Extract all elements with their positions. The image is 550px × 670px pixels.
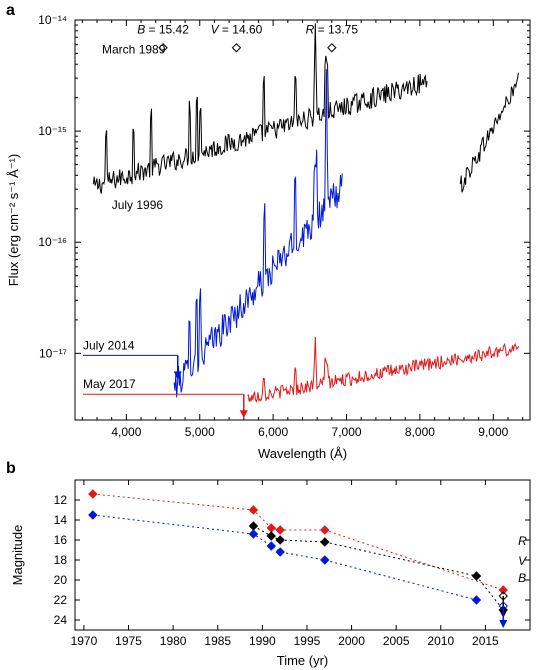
svg-text:5,000: 5,000 (185, 425, 215, 439)
svg-text:8,000: 8,000 (405, 425, 435, 439)
svg-text:9,000: 9,000 (478, 425, 508, 439)
svg-text:6,000: 6,000 (258, 425, 288, 439)
mag-point-V (321, 538, 329, 546)
svg-text:10⁻¹⁴: 10⁻¹⁴ (38, 13, 67, 27)
mag-point-B (89, 511, 97, 519)
legend-R: R (518, 534, 527, 548)
svg-text:Flux (erg cm⁻² s⁻¹ Å⁻¹): Flux (erg cm⁻² s⁻¹ Å⁻¹) (6, 154, 21, 287)
svg-text:2010: 2010 (427, 634, 454, 648)
svg-text:1995: 1995 (294, 634, 321, 648)
mag-point-B (321, 556, 329, 564)
legend-B: B (518, 571, 526, 585)
flux-spectrum-chart: 4,000 5,000 6,000 7,000 8,000 9,000 10⁻¹⁷ 10⁻¹⁶… (0, 0, 550, 465)
svg-text:2000: 2000 (338, 634, 365, 648)
mag-point-R (89, 490, 97, 498)
mag-point-B (276, 548, 284, 556)
svg-text:4,000: 4,000 (111, 425, 141, 439)
mag_V-label: V = 14.60 (211, 22, 263, 36)
mag-point-V (472, 572, 480, 580)
label-july1996: July 1996 (112, 198, 164, 212)
mag-point-B (472, 596, 480, 604)
svg-text:1970: 1970 (71, 634, 98, 648)
mag-series-B (93, 515, 477, 600)
svg-text:12: 12 (54, 493, 68, 507)
label-july2014: July 2014 (83, 338, 135, 352)
svg-text:20: 20 (54, 573, 68, 587)
mag-point-V (267, 532, 275, 540)
mag_V-marker (232, 44, 240, 52)
svg-text:14: 14 (54, 513, 68, 527)
svg-text:1975: 1975 (115, 634, 142, 648)
mag-point-V (249, 522, 257, 530)
spectrum-july1996 (460, 73, 518, 193)
magnitude-time-chart: 1970 1975 1980 1985 1990 1995 2000 2005 2010 2015… (0, 465, 550, 670)
svg-text:Time (yr): Time (yr) (277, 653, 329, 668)
mag-point-B (267, 542, 275, 550)
svg-text:16: 16 (54, 533, 68, 547)
mag_R-label: R = 13.75 (306, 22, 359, 36)
mag-point-R (267, 524, 275, 532)
svg-text:Magnitude: Magnitude (10, 525, 25, 586)
svg-text:1980: 1980 (160, 634, 187, 648)
mag-point-V (276, 536, 284, 544)
mag-point-R (499, 586, 507, 594)
label-may2017: May 2017 (83, 377, 136, 391)
label-march1989: March 1989 (102, 42, 166, 56)
svg-text:1985: 1985 (204, 634, 231, 648)
svg-text:10⁻¹⁶: 10⁻¹⁶ (38, 235, 67, 249)
svg-text:2015: 2015 (472, 634, 499, 648)
mag-point-R (276, 526, 284, 534)
svg-text:1990: 1990 (249, 634, 276, 648)
mag_B-label: B = 15.42 (137, 22, 189, 36)
mag-point-R (321, 526, 329, 534)
svg-text:10⁻¹⁵: 10⁻¹⁵ (38, 124, 67, 138)
svg-text:7,000: 7,000 (332, 425, 362, 439)
mag_R-marker (328, 44, 336, 52)
svg-text:22: 22 (54, 593, 68, 607)
svg-text:24: 24 (54, 613, 68, 627)
svg-text:10⁻¹⁷: 10⁻¹⁷ (39, 346, 67, 360)
legend-V: V (518, 554, 527, 568)
mag-point-B (249, 530, 257, 538)
mag-series-R (93, 494, 503, 590)
svg-text:Wavelength (Å): Wavelength (Å) (258, 446, 347, 461)
svg-text:18: 18 (54, 553, 68, 567)
svg-text:2005: 2005 (383, 634, 410, 648)
spectrum-may2017 (248, 337, 519, 402)
